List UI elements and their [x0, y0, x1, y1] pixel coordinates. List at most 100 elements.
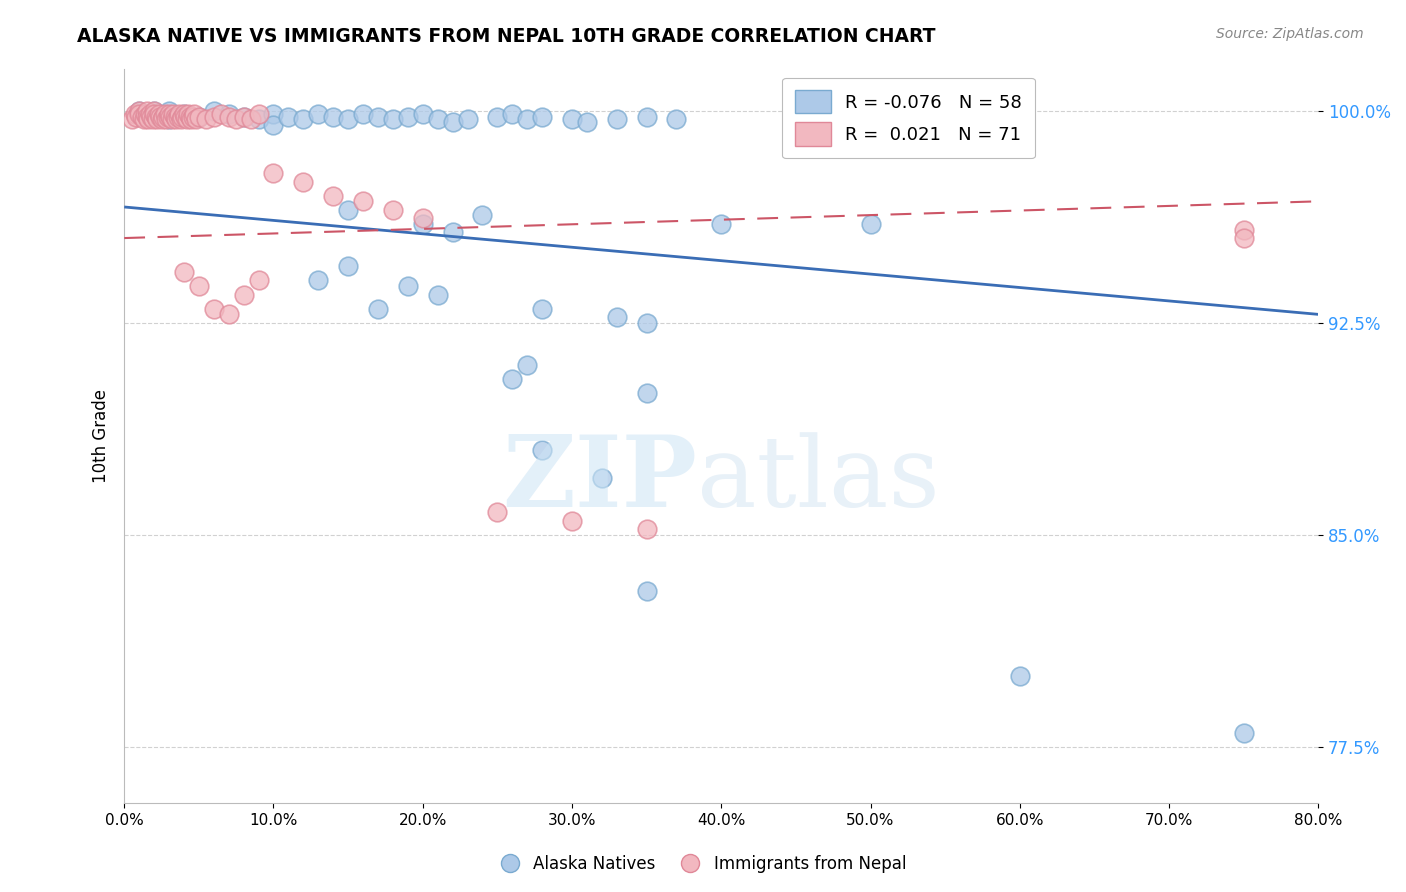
- Point: [187, 279, 209, 293]
- Point: [561, 112, 583, 127]
- Point: [159, 110, 181, 124]
- Point: [531, 110, 554, 124]
- Point: [176, 112, 198, 127]
- Point: [367, 301, 389, 316]
- Point: [591, 471, 613, 485]
- Point: [202, 103, 225, 118]
- Point: [247, 273, 270, 287]
- Point: [173, 107, 195, 121]
- Text: ZIP: ZIP: [502, 432, 697, 528]
- Point: [232, 110, 254, 124]
- Point: [153, 107, 176, 121]
- Point: [187, 110, 209, 124]
- Point: [396, 110, 419, 124]
- Point: [128, 107, 150, 121]
- Point: [263, 107, 285, 121]
- Point: [307, 273, 329, 287]
- Point: [166, 112, 188, 127]
- Point: [145, 110, 167, 124]
- Point: [636, 522, 658, 536]
- Point: [184, 112, 207, 127]
- Point: [195, 112, 218, 127]
- Point: [457, 112, 479, 127]
- Text: ALASKA NATIVE VS IMMIGRANTS FROM NEPAL 10TH GRADE CORRELATION CHART: ALASKA NATIVE VS IMMIGRANTS FROM NEPAL 1…: [77, 27, 936, 45]
- Point: [172, 110, 194, 124]
- Point: [665, 112, 688, 127]
- Point: [710, 217, 733, 231]
- Point: [441, 226, 464, 240]
- Point: [209, 107, 232, 121]
- Point: [218, 107, 240, 121]
- Point: [143, 103, 166, 118]
- Point: [180, 112, 202, 127]
- Point: [486, 110, 509, 124]
- Point: [381, 202, 404, 217]
- Point: [138, 107, 160, 121]
- Point: [471, 209, 494, 223]
- Point: [292, 112, 315, 127]
- Point: [859, 217, 882, 231]
- Point: [157, 107, 180, 121]
- Point: [441, 115, 464, 129]
- Point: [163, 110, 186, 124]
- Point: [125, 110, 148, 124]
- Point: [277, 110, 299, 124]
- Point: [134, 107, 156, 121]
- Point: [606, 112, 628, 127]
- Point: [337, 112, 360, 127]
- Point: [232, 110, 254, 124]
- Point: [636, 584, 658, 599]
- Point: [135, 110, 157, 124]
- Point: [322, 110, 344, 124]
- Point: [170, 112, 193, 127]
- Point: [516, 358, 538, 372]
- Point: [1008, 669, 1031, 683]
- Point: [240, 112, 263, 127]
- Point: [202, 110, 225, 124]
- Point: [142, 112, 165, 127]
- Text: Source: ZipAtlas.com: Source: ZipAtlas.com: [1216, 27, 1364, 41]
- Point: [337, 260, 360, 274]
- Point: [124, 107, 146, 121]
- Point: [531, 442, 554, 457]
- Point: [143, 110, 166, 124]
- Point: [162, 107, 184, 121]
- Point: [181, 110, 204, 124]
- Point: [177, 107, 200, 121]
- Point: [131, 110, 153, 124]
- Point: [146, 112, 169, 127]
- Point: [531, 301, 554, 316]
- Point: [160, 112, 183, 127]
- Point: [263, 166, 285, 180]
- Point: [307, 107, 329, 121]
- Point: [636, 110, 658, 124]
- Point: [412, 211, 434, 226]
- Point: [232, 287, 254, 301]
- Point: [501, 107, 523, 121]
- Point: [174, 110, 197, 124]
- Point: [135, 103, 157, 118]
- Point: [1233, 222, 1256, 236]
- Point: [225, 112, 247, 127]
- Point: [516, 112, 538, 127]
- Point: [169, 107, 191, 121]
- Point: [143, 107, 166, 121]
- Point: [156, 110, 179, 124]
- Point: [218, 110, 240, 124]
- Point: [412, 107, 434, 121]
- Point: [1233, 231, 1256, 245]
- Point: [128, 103, 150, 118]
- Point: [187, 110, 209, 124]
- Point: [128, 103, 150, 118]
- Y-axis label: 10th Grade: 10th Grade: [93, 389, 110, 483]
- Point: [501, 372, 523, 386]
- Point: [426, 287, 449, 301]
- Point: [202, 301, 225, 316]
- Point: [150, 112, 173, 127]
- Point: [575, 115, 598, 129]
- Point: [606, 310, 628, 325]
- Point: [322, 188, 344, 202]
- Legend: R = -0.076   N = 58, R =  0.021   N = 71: R = -0.076 N = 58, R = 0.021 N = 71: [782, 78, 1035, 158]
- Point: [183, 107, 205, 121]
- Point: [152, 110, 174, 124]
